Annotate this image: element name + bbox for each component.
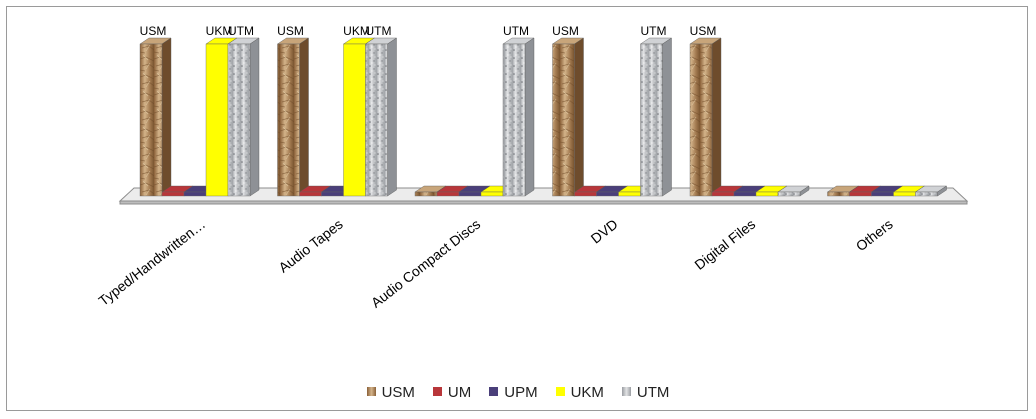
legend-swatch-ukm (555, 387, 565, 396)
category-label-3: DVD (588, 216, 621, 247)
category-label-2: Audio Compact Discs (368, 216, 483, 311)
legend-label-upm: UPM (504, 384, 538, 401)
legend-item-um: UM (432, 384, 472, 401)
floor-edge (119, 200, 968, 205)
bar-utm-0 (227, 37, 260, 197)
legend-item-usm: USM (366, 384, 415, 401)
bar-label-usm-0: USM (140, 24, 167, 38)
bar-utm-4 (777, 185, 810, 197)
legend: USM UM UPM UKM UTM (0, 384, 1036, 401)
bar-label-utm-1: UTM (366, 24, 392, 38)
legend-item-ukm: UKM (555, 384, 604, 401)
legend-label-utm: UTM (636, 384, 670, 401)
legend-swatch-upm (489, 387, 499, 396)
bar-label-ukm-1: UKM (343, 24, 370, 38)
legend-swatch-utm (621, 387, 631, 396)
legend-label-ukm: UKM (570, 384, 604, 401)
legend-label-usm: USM (381, 384, 415, 401)
bar-label-usm-4: USM (690, 24, 717, 38)
bar-label-usm-3: USM (552, 24, 579, 38)
bar-usm-0 (139, 37, 172, 197)
legend-swatch-um (432, 387, 442, 396)
bar-label-utm-3: UTM (641, 24, 667, 38)
category-label-5: Others (853, 216, 896, 254)
bar-utm-5 (914, 185, 948, 197)
bar-usm-1 (276, 37, 310, 197)
bar-label-ukm-0: UKM (206, 24, 233, 38)
category-label-1: Audio Tapes (275, 216, 345, 276)
bar-utm-3 (639, 37, 673, 197)
bars-group (139, 37, 948, 197)
category-labels-group: Typed/Handwritten… Audio Tapes Audio Compa… (95, 216, 895, 311)
category-label-0: Typed/Handwritten… (95, 216, 208, 309)
bar-label-utm-2: UTM (503, 24, 529, 38)
legend-item-utm: UTM (621, 384, 670, 401)
bar-utm-1 (364, 37, 398, 197)
legend-item-upm: UPM (489, 384, 538, 401)
bar-label-usm-1: USM (277, 24, 304, 38)
bar-label-utm-0: UTM (228, 24, 254, 38)
bar-usm-3 (551, 37, 585, 197)
legend-label-um: UM (447, 384, 472, 401)
legend-swatch-usm (366, 387, 376, 396)
bar-usm-4 (689, 37, 722, 197)
category-label-4: Digital Files (691, 216, 758, 273)
bar-utm-2 (502, 37, 535, 197)
